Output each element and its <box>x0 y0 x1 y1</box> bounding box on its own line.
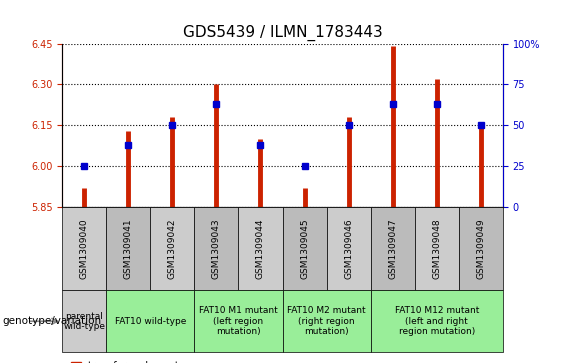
Bar <box>371 290 503 352</box>
Bar <box>194 290 282 352</box>
Text: GSM1309044: GSM1309044 <box>256 219 265 279</box>
Bar <box>459 207 503 290</box>
Bar <box>282 207 327 290</box>
Text: GSM1309046: GSM1309046 <box>344 218 353 279</box>
Text: GSM1309047: GSM1309047 <box>388 218 397 279</box>
Text: GSM1309040: GSM1309040 <box>80 218 89 279</box>
Text: FAT10 M1 mutant
(left region
mutation): FAT10 M1 mutant (left region mutation) <box>199 306 278 336</box>
Bar <box>415 207 459 290</box>
Text: genotype/variation: genotype/variation <box>3 316 102 326</box>
Text: GSM1309049: GSM1309049 <box>476 218 485 279</box>
Bar <box>327 207 371 290</box>
Bar <box>62 207 106 290</box>
Text: FAT10 wild-type: FAT10 wild-type <box>115 317 186 326</box>
Text: parental
wild-type: parental wild-type <box>63 311 105 331</box>
Text: GSM1309041: GSM1309041 <box>124 218 133 279</box>
Bar <box>282 290 371 352</box>
Text: GSM1309043: GSM1309043 <box>212 218 221 279</box>
Bar <box>194 207 238 290</box>
Bar <box>106 207 150 290</box>
Bar <box>238 207 282 290</box>
Title: GDS5439 / ILMN_1783443: GDS5439 / ILMN_1783443 <box>182 25 383 41</box>
Text: FAT10 M12 mutant
(left and right
region mutation): FAT10 M12 mutant (left and right region … <box>394 306 479 336</box>
Text: GSM1309048: GSM1309048 <box>432 218 441 279</box>
Legend: transformed count, percentile rank within the sample: transformed count, percentile rank withi… <box>67 357 257 363</box>
Text: GSM1309045: GSM1309045 <box>300 218 309 279</box>
Bar <box>150 207 194 290</box>
Bar <box>371 207 415 290</box>
Text: FAT10 M2 mutant
(right region
mutation): FAT10 M2 mutant (right region mutation) <box>287 306 366 336</box>
Text: GSM1309042: GSM1309042 <box>168 219 177 279</box>
Bar <box>62 290 106 352</box>
Bar <box>106 290 194 352</box>
